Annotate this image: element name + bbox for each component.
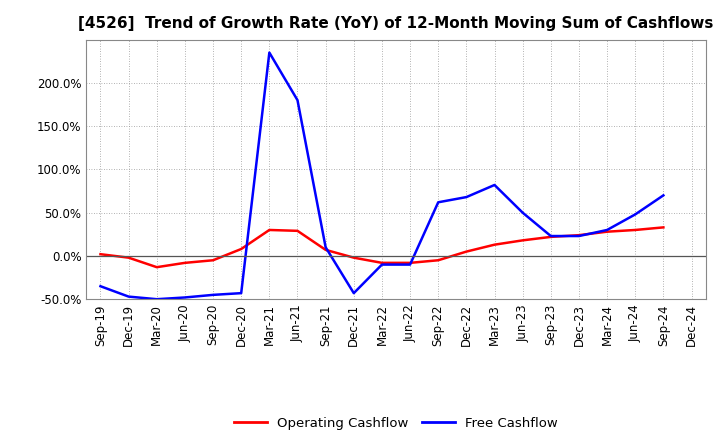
Title: [4526]  Trend of Growth Rate (YoY) of 12-Month Moving Sum of Cashflows: [4526] Trend of Growth Rate (YoY) of 12-…	[78, 16, 714, 32]
Free Cashflow	[125, 294, 133, 299]
Operating Cashflow	[434, 258, 443, 263]
Operating Cashflow	[321, 247, 330, 253]
Operating Cashflow	[181, 260, 189, 265]
Line: Free Cashflow: Free Cashflow	[101, 52, 663, 299]
Free Cashflow	[434, 200, 443, 205]
Operating Cashflow	[603, 229, 611, 235]
Free Cashflow	[575, 233, 583, 238]
Free Cashflow	[96, 284, 105, 289]
Free Cashflow	[603, 227, 611, 233]
Line: Operating Cashflow: Operating Cashflow	[101, 227, 663, 267]
Free Cashflow	[462, 194, 471, 200]
Free Cashflow	[181, 295, 189, 300]
Free Cashflow	[546, 233, 555, 238]
Free Cashflow	[237, 290, 246, 296]
Free Cashflow	[265, 50, 274, 55]
Operating Cashflow	[153, 264, 161, 270]
Operating Cashflow	[293, 228, 302, 234]
Free Cashflow	[659, 193, 667, 198]
Free Cashflow	[293, 98, 302, 103]
Operating Cashflow	[575, 232, 583, 238]
Free Cashflow	[321, 245, 330, 250]
Free Cashflow	[209, 292, 217, 297]
Free Cashflow	[518, 210, 527, 215]
Free Cashflow	[153, 297, 161, 302]
Free Cashflow	[631, 212, 639, 217]
Operating Cashflow	[462, 249, 471, 254]
Free Cashflow	[406, 262, 415, 267]
Legend: Operating Cashflow, Free Cashflow: Operating Cashflow, Free Cashflow	[228, 412, 564, 436]
Operating Cashflow	[518, 238, 527, 243]
Free Cashflow	[377, 262, 386, 267]
Operating Cashflow	[209, 258, 217, 263]
Operating Cashflow	[490, 242, 499, 247]
Operating Cashflow	[96, 252, 105, 257]
Free Cashflow	[490, 182, 499, 187]
Operating Cashflow	[265, 227, 274, 233]
Free Cashflow	[349, 290, 358, 296]
Operating Cashflow	[546, 234, 555, 239]
Operating Cashflow	[631, 227, 639, 233]
Operating Cashflow	[406, 260, 415, 265]
Operating Cashflow	[237, 246, 246, 252]
Operating Cashflow	[125, 255, 133, 260]
Operating Cashflow	[659, 225, 667, 230]
Operating Cashflow	[349, 255, 358, 260]
Operating Cashflow	[377, 260, 386, 265]
